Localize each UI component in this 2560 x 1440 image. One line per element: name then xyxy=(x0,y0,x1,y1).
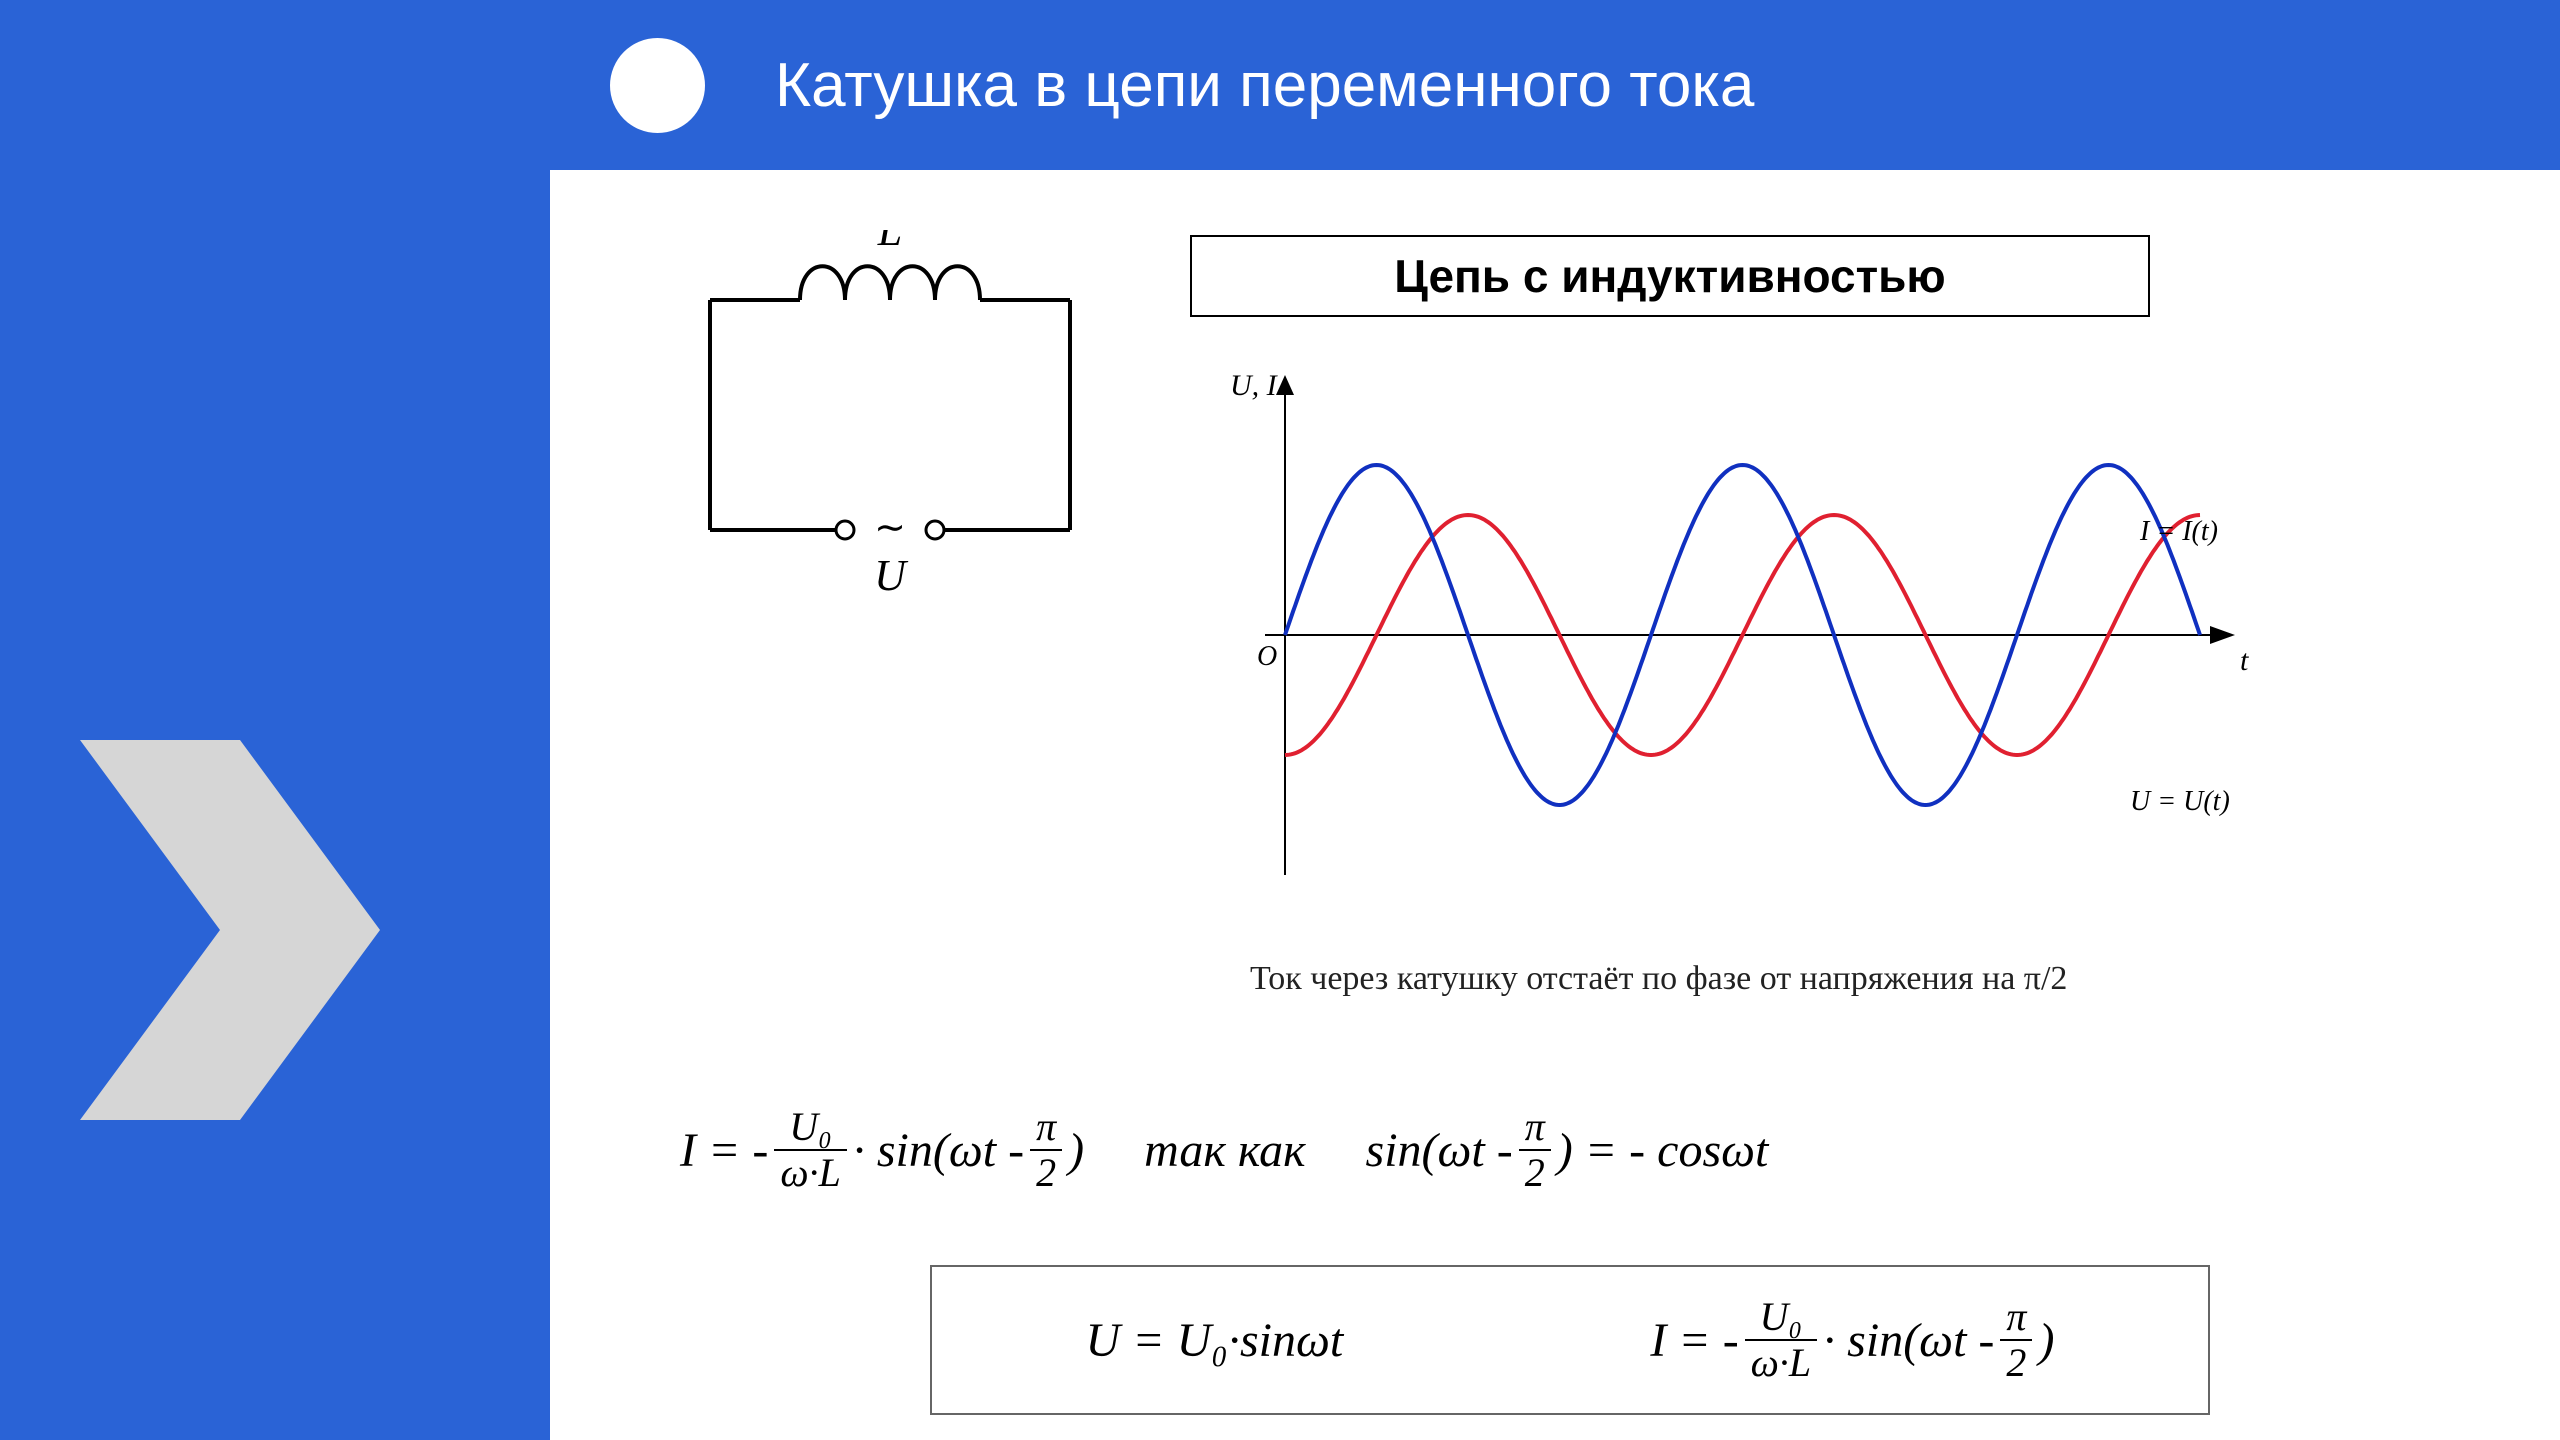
svg-text:I = I(t): I = I(t) xyxy=(2139,516,2218,547)
slide-root: Катушка в цепи переменного тока ∼ L U Цепь… xyxy=(0,0,2560,1440)
phase-chart: U, I t O I = I(t) U = U(t) xyxy=(1190,355,2270,920)
header-bar: Катушка в цепи переменного тока xyxy=(550,0,2560,170)
section-title: Цепь с индуктивностью xyxy=(1394,250,1945,302)
formula-line-1: I = - U₀ ω·L · sin(ωt - π 2 ) так как si… xyxy=(680,1105,1768,1195)
formula-I-box: I = - U₀ ω·L · sin(ωt - π 2 ) xyxy=(1650,1295,2054,1385)
svg-text:O: O xyxy=(1257,641,1277,672)
slide-title: Катушка в цепи переменного тока xyxy=(775,50,1754,121)
svg-text:L: L xyxy=(877,230,902,255)
formula-U-box: U = U₀·sinωt xyxy=(1086,1313,1344,1368)
bullet-icon xyxy=(610,38,705,133)
section-title-box: Цепь с индуктивностью xyxy=(1190,235,2150,317)
svg-text:U = U(t): U = U(t) xyxy=(2130,786,2230,817)
content-area: ∼ L U Цепь с индуктивностью U, I t O I = I(t)… xyxy=(550,170,2560,1440)
svg-text:∼: ∼ xyxy=(874,507,906,549)
formula-sin-identity: sin(ωt - π 2 ) = - cosωt xyxy=(1366,1105,1769,1195)
formula-since: так как xyxy=(1144,1123,1305,1178)
svg-text:U: U xyxy=(874,551,909,600)
svg-text:t: t xyxy=(2240,644,2249,677)
chart-caption: Ток через катушку отстаёт по фазе от нап… xyxy=(1250,960,2067,998)
formula-I: I = - U₀ ω·L · sin(ωt - π 2 ) xyxy=(680,1105,1084,1195)
circuit-diagram: ∼ L U xyxy=(680,230,1100,625)
chevron-right-icon xyxy=(60,720,390,1140)
svg-text:U, I: U, I xyxy=(1230,369,1279,402)
formula-box: U = U₀·sinωt I = - U₀ ω·L · sin(ωt - π 2… xyxy=(930,1265,2210,1415)
